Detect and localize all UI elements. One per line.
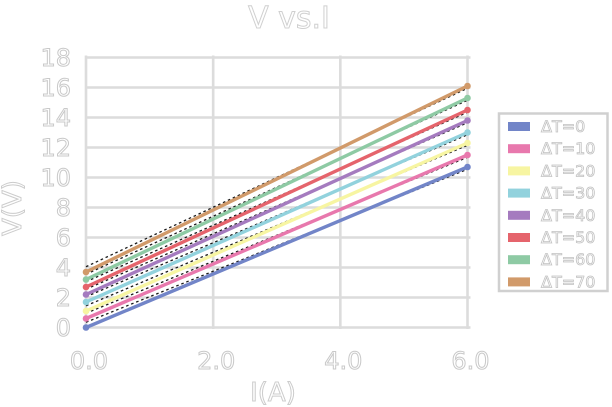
x-tick-label: 6.0 — [451, 347, 489, 375]
legend: ΔT=0 ΔT=10 ΔT=20 ΔT=30 ΔT=40 ΔT=50 ΔT=60 ΔT=70 — [497, 112, 609, 293]
x-tick-label: 0.0 — [70, 347, 108, 375]
legend-swatch — [508, 166, 530, 176]
legend-swatch — [508, 277, 530, 287]
y-tick-label: 12 — [40, 134, 71, 162]
data-point-marker — [464, 151, 471, 159]
legend-label: ΔT=30 — [541, 184, 595, 203]
y-tick-label: 6 — [56, 224, 71, 252]
legend-label: ΔT=20 — [541, 161, 595, 180]
legend-swatch — [508, 144, 530, 154]
legend-label: ΔT=60 — [541, 250, 595, 269]
data-point-marker — [82, 298, 90, 306]
data-point-marker — [82, 268, 90, 276]
legend-swatch — [508, 233, 530, 242]
x-tick-label: 4.0 — [324, 347, 362, 375]
legend-label: ΔT=40 — [541, 206, 595, 225]
data-point-marker — [82, 324, 90, 331]
x-axis-label: I(A) — [250, 378, 296, 407]
legend-label: ΔT=0 — [541, 117, 585, 136]
data-point-marker — [82, 315, 90, 322]
series-line — [84, 84, 470, 274]
y-tick-label: 14 — [40, 104, 71, 132]
series-line — [84, 130, 470, 304]
legend-swatch — [508, 210, 530, 220]
series-line — [84, 118, 470, 297]
series-line — [84, 108, 470, 289]
chart-title: V vs.I — [248, 1, 330, 36]
legend-label: ΔT=70 — [541, 272, 595, 291]
data-point-marker — [464, 129, 471, 136]
series-line — [84, 153, 470, 321]
grid — [84, 55, 471, 329]
data-point-marker — [464, 94, 471, 102]
data-point-marker — [464, 117, 471, 124]
legend-swatch — [508, 188, 530, 198]
data-point-marker — [464, 163, 471, 171]
legend-swatch — [508, 122, 530, 131]
data-point-marker — [464, 139, 471, 147]
y-tick-label: 2 — [56, 284, 71, 312]
data-point-marker — [82, 291, 90, 298]
data-point-marker — [82, 283, 90, 291]
legend-swatch — [508, 255, 530, 265]
y-axis-label: V(V) — [0, 180, 28, 236]
y-tick-label: 0 — [56, 314, 71, 342]
y-tick-label: 18 — [40, 44, 71, 72]
y-tick-label: 4 — [56, 254, 71, 282]
legend-label: ΔT=10 — [541, 139, 595, 158]
data-point-marker — [464, 82, 471, 90]
data-point-marker — [82, 276, 90, 283]
y-tick-label: 10 — [40, 164, 71, 192]
legend-label: ΔT=50 — [541, 228, 595, 247]
data-point-marker — [464, 106, 471, 114]
series-line — [84, 96, 470, 282]
x-tick-label: 2.0 — [197, 347, 235, 375]
y-tick-label: 8 — [56, 194, 71, 222]
data-point-marker — [82, 307, 90, 315]
series-line — [84, 141, 470, 313]
y-tick-label: 16 — [40, 74, 71, 102]
series-lines — [82, 82, 471, 331]
series-line — [84, 165, 470, 330]
